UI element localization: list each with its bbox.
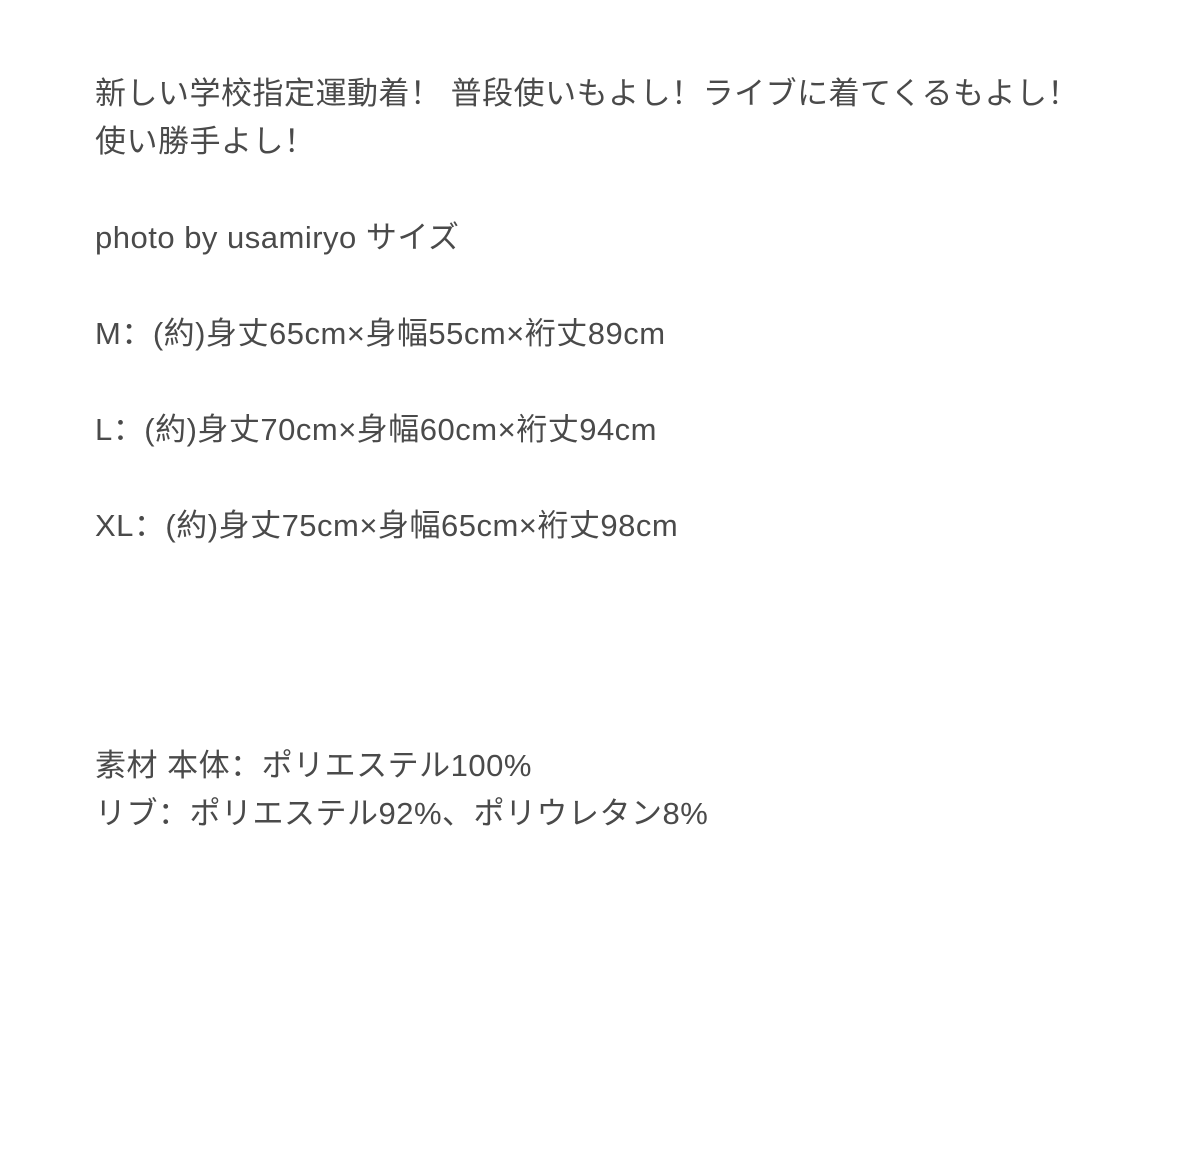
size-l: L：(約)身丈70cm×身幅60cm×裄丈94cm (95, 406, 1105, 454)
material-body: 素材 本体：ポリエステル100% (95, 742, 1105, 790)
intro-text: 新しい学校指定運動着！ 普段使いもよし！ライブに着てくるもよし！使い勝手よし！ (95, 70, 1105, 166)
size-xl: XL：(約)身丈75cm×身幅65cm×裄丈98cm (95, 502, 1105, 550)
material-rib: リブ：ポリエステル92%、ポリウレタン8% (95, 790, 1105, 838)
product-description: 新しい学校指定運動着！ 普段使いもよし！ライブに着てくるもよし！使い勝手よし！ … (95, 70, 1105, 838)
size-m: M：(約)身丈65cm×身幅55cm×裄丈89cm (95, 310, 1105, 358)
photo-credit-size-label: photo by usamiryo サイズ (95, 214, 1105, 262)
